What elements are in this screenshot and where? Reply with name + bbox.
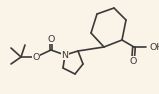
Text: OH: OH — [149, 42, 159, 52]
Text: O: O — [129, 56, 137, 66]
Text: O: O — [47, 34, 55, 44]
Text: O: O — [32, 53, 40, 61]
Text: N: N — [62, 50, 69, 60]
